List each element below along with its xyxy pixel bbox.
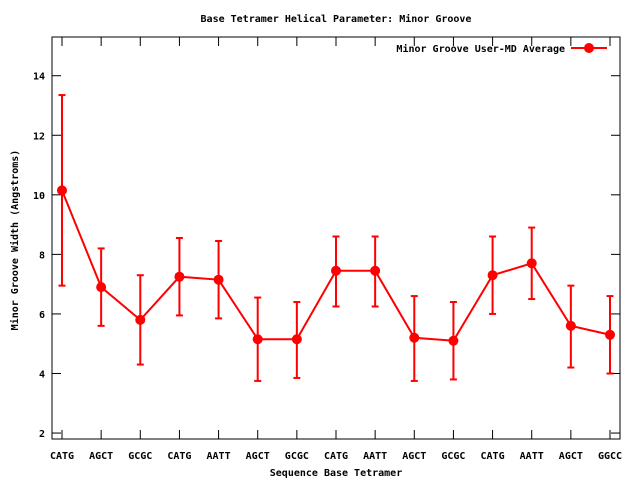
data-point <box>57 185 67 196</box>
x-tick-label: AATT <box>207 451 231 462</box>
y-tick-label: 10 <box>33 191 45 202</box>
x-tick-label: AGCT <box>89 451 113 462</box>
data-point <box>409 332 420 343</box>
data-point <box>331 265 341 276</box>
x-tick-label: AGCT <box>402 451 426 462</box>
legend-label: Minor Groove User-MD Average <box>396 43 565 55</box>
axis-ticks: 2 4 6 8 10 12 14 CATG AGCT GCGC CATG AATT AGCT GCGC CA… <box>33 37 622 462</box>
legend: Minor Groove User-MD Average <box>396 43 607 55</box>
series-group <box>57 94 615 382</box>
y-tick-label: 8 <box>39 250 45 261</box>
data-point <box>252 334 263 345</box>
data-point <box>174 271 185 282</box>
x-tick-label: GCGC <box>441 451 465 462</box>
x-tick-label: AATT <box>520 451 544 462</box>
data-point <box>370 265 381 276</box>
x-tick-label: GCGC <box>285 451 309 462</box>
x-tick-label: GCGC <box>128 451 152 462</box>
x-tick-label: AATT <box>363 451 387 462</box>
data-point <box>213 274 224 285</box>
x-tick-label: GGCC <box>598 451 622 462</box>
data-point <box>605 329 615 340</box>
chart-title: Base Tetramer Helical Parameter: Minor G… <box>201 13 472 25</box>
x-axis-label: Sequence Base Tetramer <box>270 468 402 479</box>
y-tick-label: 2 <box>39 429 45 440</box>
y-tick-label: 14 <box>33 72 45 83</box>
x-tick-label: CATG <box>481 451 505 462</box>
y-tick-label: 12 <box>33 131 45 142</box>
y-axis-label: Minor Groove Width (Angstroms) <box>9 150 21 331</box>
x-tick-label: AGCT <box>246 451 270 462</box>
data-point <box>526 258 537 269</box>
x-tick-label: CATG <box>50 451 74 462</box>
data-point <box>487 270 498 281</box>
x-tick-label: AGCT <box>559 451 583 462</box>
y-tick-label: 4 <box>39 369 45 380</box>
x-tick-label: CATG <box>167 451 191 462</box>
data-point <box>291 334 302 345</box>
data-point <box>565 320 576 331</box>
data-point <box>448 335 459 346</box>
series-layer <box>57 94 615 382</box>
data-point <box>135 314 146 325</box>
legend-marker <box>584 43 594 53</box>
y-tick-label: 6 <box>39 310 45 321</box>
x-tick-label: CATG <box>324 451 348 462</box>
data-point <box>96 282 107 293</box>
